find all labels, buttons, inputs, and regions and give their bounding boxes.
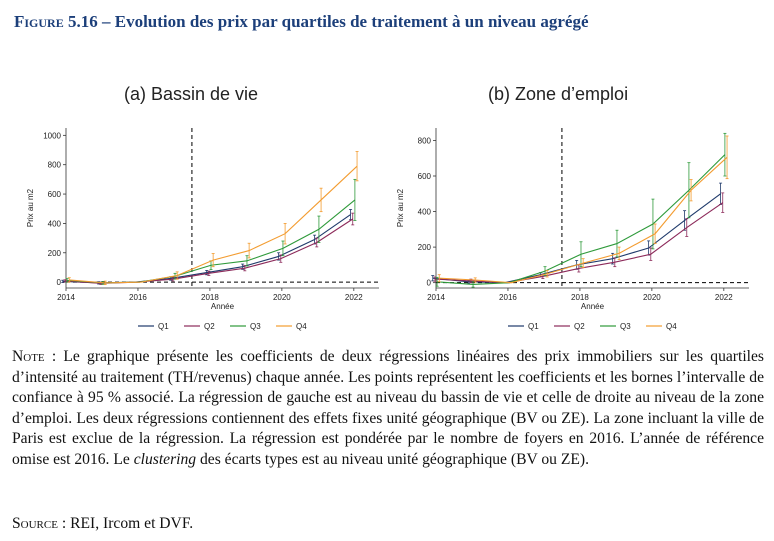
y-tick-label: 400 — [48, 219, 62, 228]
series-q4 — [67, 151, 359, 286]
x-tick-label: 2022 — [345, 293, 363, 302]
series-q3 — [65, 178, 357, 285]
y-axis-title: Prix au m2 — [396, 188, 405, 227]
x-tick-label: 2018 — [201, 293, 219, 302]
legend-label-q3: Q3 — [620, 322, 631, 331]
source-label: Source — [12, 515, 58, 532]
series-q3 — [435, 132, 727, 288]
chart-zone-emploi: 0 200 400 600 800 2014 2016 2018 2020 2022 Prix au… — [396, 128, 749, 331]
note-text: : Le graphique présente les coefficients… — [12, 348, 764, 468]
note-label: Note — [12, 348, 45, 365]
series-q2 — [433, 192, 725, 284]
x-tick-label: 2014 — [57, 293, 75, 302]
figure-title-text: – Evolution des prix par quartiles de tr… — [97, 12, 589, 31]
panel-b-title: (b) Zone d’emploi — [488, 84, 629, 104]
source-text: : REI, Ircom et DVF. — [57, 515, 194, 532]
x-axis-title: Année — [211, 302, 235, 311]
chart-bassin-de-vie: 0 200 400 600 800 1000 2014 2016 2018 2020 2022 Pri… — [26, 128, 379, 331]
x-tick-label: 2016 — [499, 293, 517, 302]
note-text-end: des écarts types est au niveau unité géo… — [196, 450, 589, 468]
legend-label-q1: Q1 — [528, 322, 539, 331]
legend-label-q4: Q4 — [296, 322, 307, 331]
note-italic: clustering — [133, 450, 197, 468]
legend-label-q4: Q4 — [666, 322, 677, 331]
y-tick-label: 400 — [418, 208, 432, 217]
figure-title: Figure 5.16 – Evolution des prix par qua… — [14, 12, 589, 32]
y-tick-label: 0 — [57, 278, 62, 287]
y-tick-label: 200 — [48, 249, 62, 258]
x-tick-label: 2016 — [129, 293, 147, 302]
figure-number: Figure 5.16 — [14, 12, 98, 31]
x-tick-label: 2020 — [273, 293, 291, 302]
y-tick-label: 600 — [48, 190, 62, 199]
series-q2 — [63, 212, 355, 285]
legend-label-q2: Q2 — [204, 322, 215, 331]
x-tick-label: 2014 — [427, 293, 445, 302]
y-tick-label: 600 — [418, 172, 432, 181]
x-tick-label: 2022 — [715, 293, 733, 302]
figure-note: Note : Le graphique présente les coeffic… — [12, 347, 764, 471]
x-axis-title: Année — [581, 302, 605, 311]
y-tick-label: 0 — [427, 279, 432, 288]
y-tick-label: 200 — [418, 243, 432, 252]
x-tick-label: 2020 — [643, 293, 661, 302]
series-q4 — [437, 135, 729, 284]
panel-a-title: (a) Bassin de vie — [124, 84, 259, 104]
y-axis-title: Prix au m2 — [26, 188, 35, 227]
legend-label-q1: Q1 — [158, 322, 169, 331]
x-tick-label: 2018 — [571, 293, 589, 302]
y-tick-label: 800 — [48, 161, 62, 170]
figure-source: Source : REI, Ircom et DVF. — [12, 515, 193, 533]
y-tick-label: 800 — [418, 136, 432, 145]
legend-label-q2: Q2 — [574, 322, 585, 331]
y-tick-label: 1000 — [43, 131, 61, 140]
legend-label-q3: Q3 — [250, 322, 261, 331]
